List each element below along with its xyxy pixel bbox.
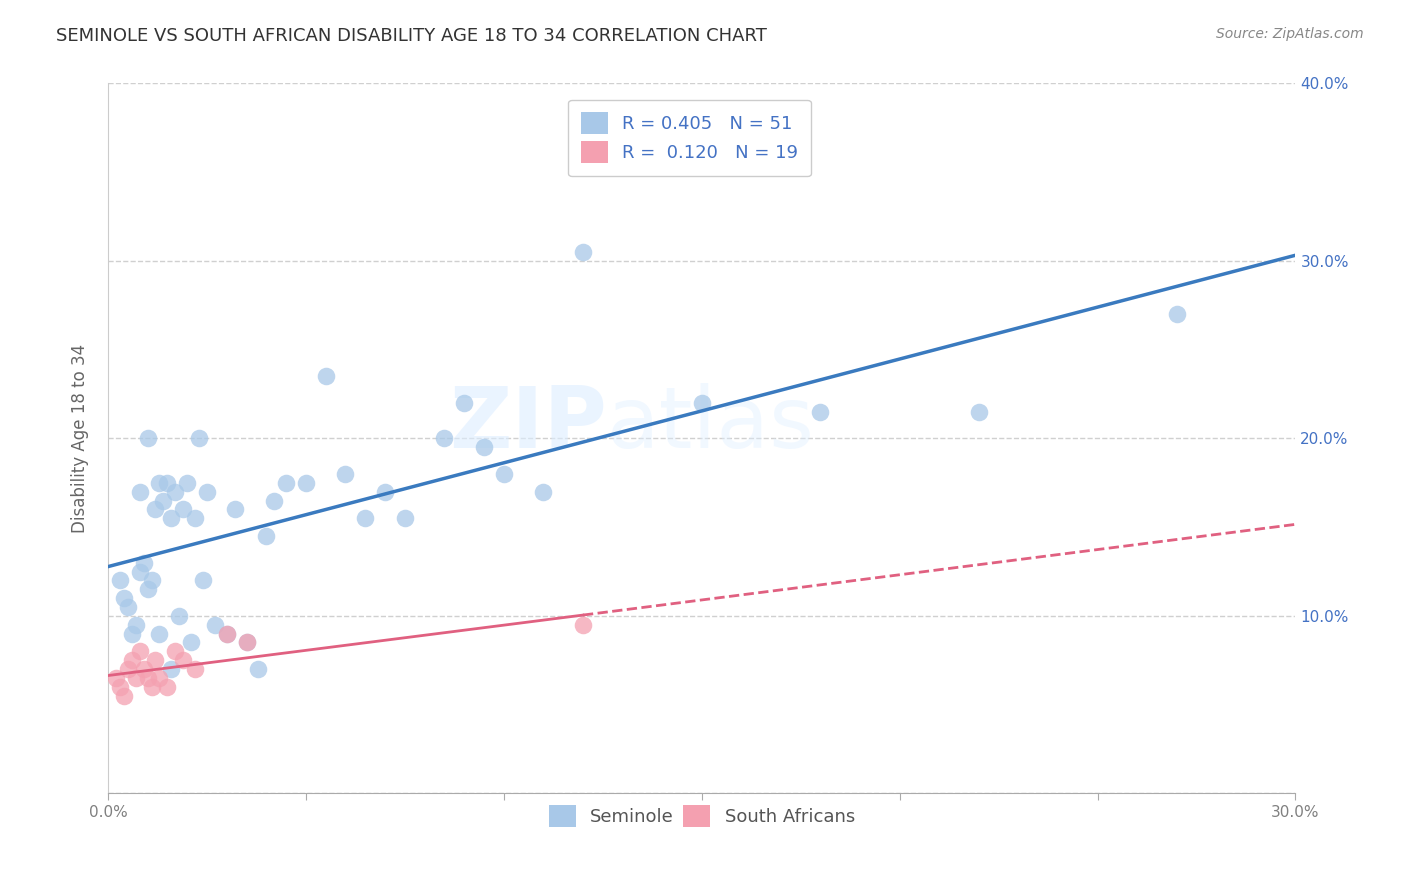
Point xyxy=(148,475,170,490)
Point xyxy=(374,484,396,499)
Point xyxy=(145,653,167,667)
Point xyxy=(104,671,127,685)
Text: Source: ZipAtlas.com: Source: ZipAtlas.com xyxy=(1216,27,1364,41)
Point xyxy=(492,467,515,481)
Point xyxy=(148,626,170,640)
Point xyxy=(1166,307,1188,321)
Point xyxy=(112,689,135,703)
Text: ZIP: ZIP xyxy=(449,383,607,466)
Y-axis label: Disability Age 18 to 34: Disability Age 18 to 34 xyxy=(72,343,89,533)
Point xyxy=(453,396,475,410)
Point xyxy=(433,431,456,445)
Point xyxy=(295,475,318,490)
Point xyxy=(136,431,159,445)
Point xyxy=(121,653,143,667)
Point xyxy=(108,680,131,694)
Point xyxy=(690,396,713,410)
Text: SEMINOLE VS SOUTH AFRICAN DISABILITY AGE 18 TO 34 CORRELATION CHART: SEMINOLE VS SOUTH AFRICAN DISABILITY AGE… xyxy=(56,27,768,45)
Point xyxy=(967,405,990,419)
Point xyxy=(184,662,207,676)
Point xyxy=(108,574,131,588)
Point xyxy=(117,599,139,614)
Point xyxy=(235,635,257,649)
Point xyxy=(176,475,198,490)
Point xyxy=(263,493,285,508)
Point xyxy=(125,671,148,685)
Point xyxy=(472,440,495,454)
Point xyxy=(148,671,170,685)
Point xyxy=(156,680,179,694)
Point xyxy=(335,467,357,481)
Point xyxy=(172,653,194,667)
Point xyxy=(235,635,257,649)
Point xyxy=(121,626,143,640)
Point xyxy=(191,574,214,588)
Point xyxy=(247,662,270,676)
Point xyxy=(167,608,190,623)
Point xyxy=(184,511,207,525)
Point xyxy=(136,582,159,597)
Point xyxy=(224,502,246,516)
Point xyxy=(315,369,337,384)
Point xyxy=(165,484,187,499)
Point xyxy=(145,502,167,516)
Point xyxy=(125,617,148,632)
Point xyxy=(156,475,179,490)
Point xyxy=(188,431,211,445)
Point xyxy=(117,662,139,676)
Point xyxy=(160,511,183,525)
Point xyxy=(136,671,159,685)
Point xyxy=(274,475,297,490)
Legend: Seminole, South Africans: Seminole, South Africans xyxy=(541,797,862,834)
Point xyxy=(572,617,595,632)
Point xyxy=(132,662,155,676)
Point xyxy=(215,626,238,640)
Point xyxy=(132,556,155,570)
Point xyxy=(128,644,150,658)
Point xyxy=(180,635,202,649)
Text: atlas: atlas xyxy=(607,383,814,466)
Point xyxy=(394,511,416,525)
Point xyxy=(152,493,174,508)
Point xyxy=(128,565,150,579)
Point xyxy=(141,680,163,694)
Point xyxy=(531,484,554,499)
Point xyxy=(204,617,226,632)
Point xyxy=(112,591,135,606)
Point xyxy=(172,502,194,516)
Point xyxy=(254,529,277,543)
Point xyxy=(141,574,163,588)
Point xyxy=(165,644,187,658)
Point xyxy=(128,484,150,499)
Point xyxy=(215,626,238,640)
Point xyxy=(160,662,183,676)
Point xyxy=(195,484,218,499)
Point xyxy=(810,405,832,419)
Point xyxy=(572,245,595,260)
Point xyxy=(354,511,377,525)
